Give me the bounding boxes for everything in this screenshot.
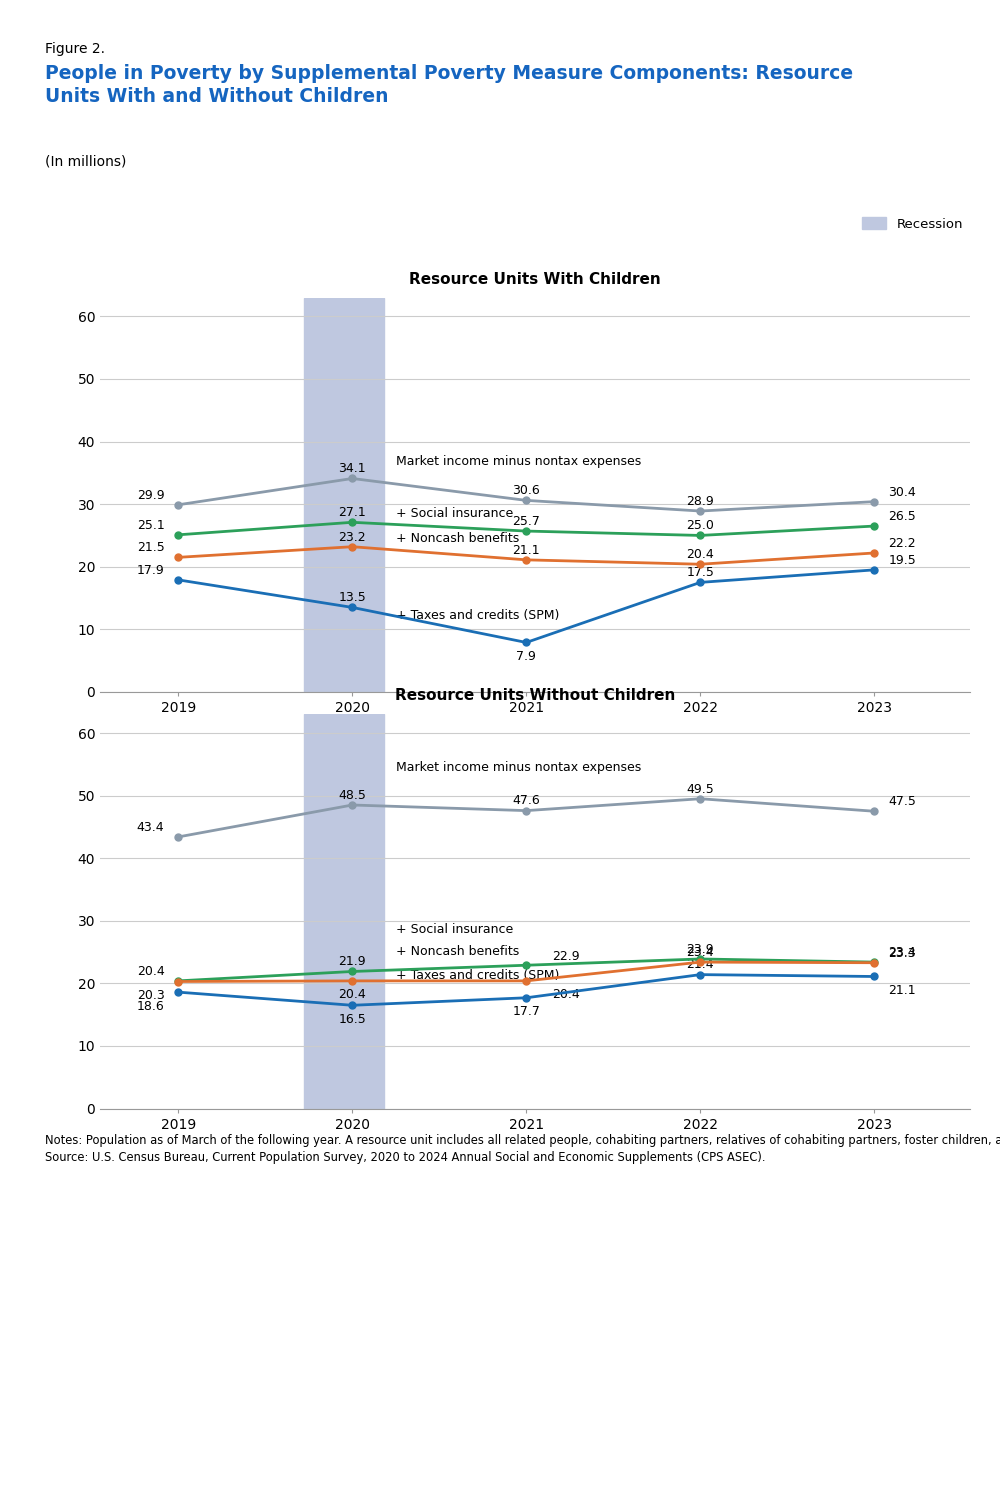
Text: 30.4: 30.4 [888, 485, 916, 498]
Text: 23.4: 23.4 [888, 946, 916, 958]
Legend: Recession: Recession [857, 211, 968, 237]
Text: 28.9: 28.9 [686, 496, 714, 507]
Text: Market income minus nontax expenses: Market income minus nontax expenses [396, 760, 641, 774]
Text: Notes: Population as of March of the following year. A resource unit includes al: Notes: Population as of March of the fol… [45, 1134, 1000, 1164]
Text: 29.9: 29.9 [137, 488, 164, 501]
Text: + Noncash benefits: + Noncash benefits [396, 945, 519, 958]
Text: 21.5: 21.5 [137, 542, 164, 554]
Text: + Taxes and credits (SPM): + Taxes and credits (SPM) [396, 969, 559, 982]
Text: 27.1: 27.1 [338, 506, 366, 519]
Text: 47.5: 47.5 [888, 795, 916, 808]
Text: 21.9: 21.9 [338, 955, 366, 969]
Text: 34.1: 34.1 [338, 463, 366, 475]
Text: 20.3: 20.3 [137, 990, 164, 1001]
Bar [304, 298, 384, 692]
Text: Figure 2.: Figure 2. [45, 42, 105, 55]
Text: 23.2: 23.2 [338, 531, 366, 543]
Text: 23.9: 23.9 [686, 943, 714, 955]
Text: 18.6: 18.6 [137, 1000, 164, 1013]
Text: 21.1: 21.1 [512, 543, 540, 557]
Text: 20.4: 20.4 [552, 988, 580, 1001]
Text: 22.2: 22.2 [888, 537, 916, 551]
Text: Market income minus nontax expenses: Market income minus nontax expenses [396, 455, 641, 467]
Text: 17.7: 17.7 [512, 1006, 540, 1018]
Text: 26.5: 26.5 [888, 510, 916, 522]
Text: 25.0: 25.0 [686, 519, 714, 533]
Text: 7.9: 7.9 [516, 650, 536, 664]
Text: 25.7: 25.7 [512, 515, 540, 528]
Text: 49.5: 49.5 [686, 783, 714, 796]
Text: 17.5: 17.5 [686, 567, 714, 579]
Text: + Noncash benefits: + Noncash benefits [396, 533, 519, 546]
Text: 47.6: 47.6 [512, 795, 540, 808]
Title: Resource Units With Children: Resource Units With Children [409, 272, 661, 287]
Text: + Social insurance: + Social insurance [396, 924, 513, 936]
Text: 48.5: 48.5 [338, 789, 366, 802]
Text: 17.9: 17.9 [137, 564, 164, 577]
Text: 21.4: 21.4 [686, 958, 714, 972]
Text: 22.9: 22.9 [552, 951, 580, 963]
Text: 23.3: 23.3 [888, 946, 916, 960]
Text: 13.5: 13.5 [338, 591, 366, 604]
Text: 20.4: 20.4 [338, 988, 366, 1001]
Text: + Taxes and credits (SPM): + Taxes and credits (SPM) [396, 609, 559, 622]
Text: 25.1: 25.1 [137, 519, 164, 531]
Text: 21.1: 21.1 [888, 984, 916, 997]
Text: 20.4: 20.4 [137, 964, 164, 978]
Text: People in Poverty by Supplemental Poverty Measure Components: Resource
Units Wit: People in Poverty by Supplemental Povert… [45, 64, 853, 106]
Text: + Social insurance: + Social insurance [396, 507, 513, 521]
Bar [304, 714, 384, 1109]
Title: Resource Units Without Children: Resource Units Without Children [395, 689, 675, 704]
Text: 20.4: 20.4 [686, 548, 714, 561]
Text: 23.4: 23.4 [686, 946, 714, 958]
Text: (In millions): (In millions) [45, 155, 126, 168]
Text: 19.5: 19.5 [888, 554, 916, 567]
Text: 43.4: 43.4 [137, 821, 164, 833]
Text: 16.5: 16.5 [338, 1013, 366, 1025]
Text: 30.6: 30.6 [512, 484, 540, 497]
